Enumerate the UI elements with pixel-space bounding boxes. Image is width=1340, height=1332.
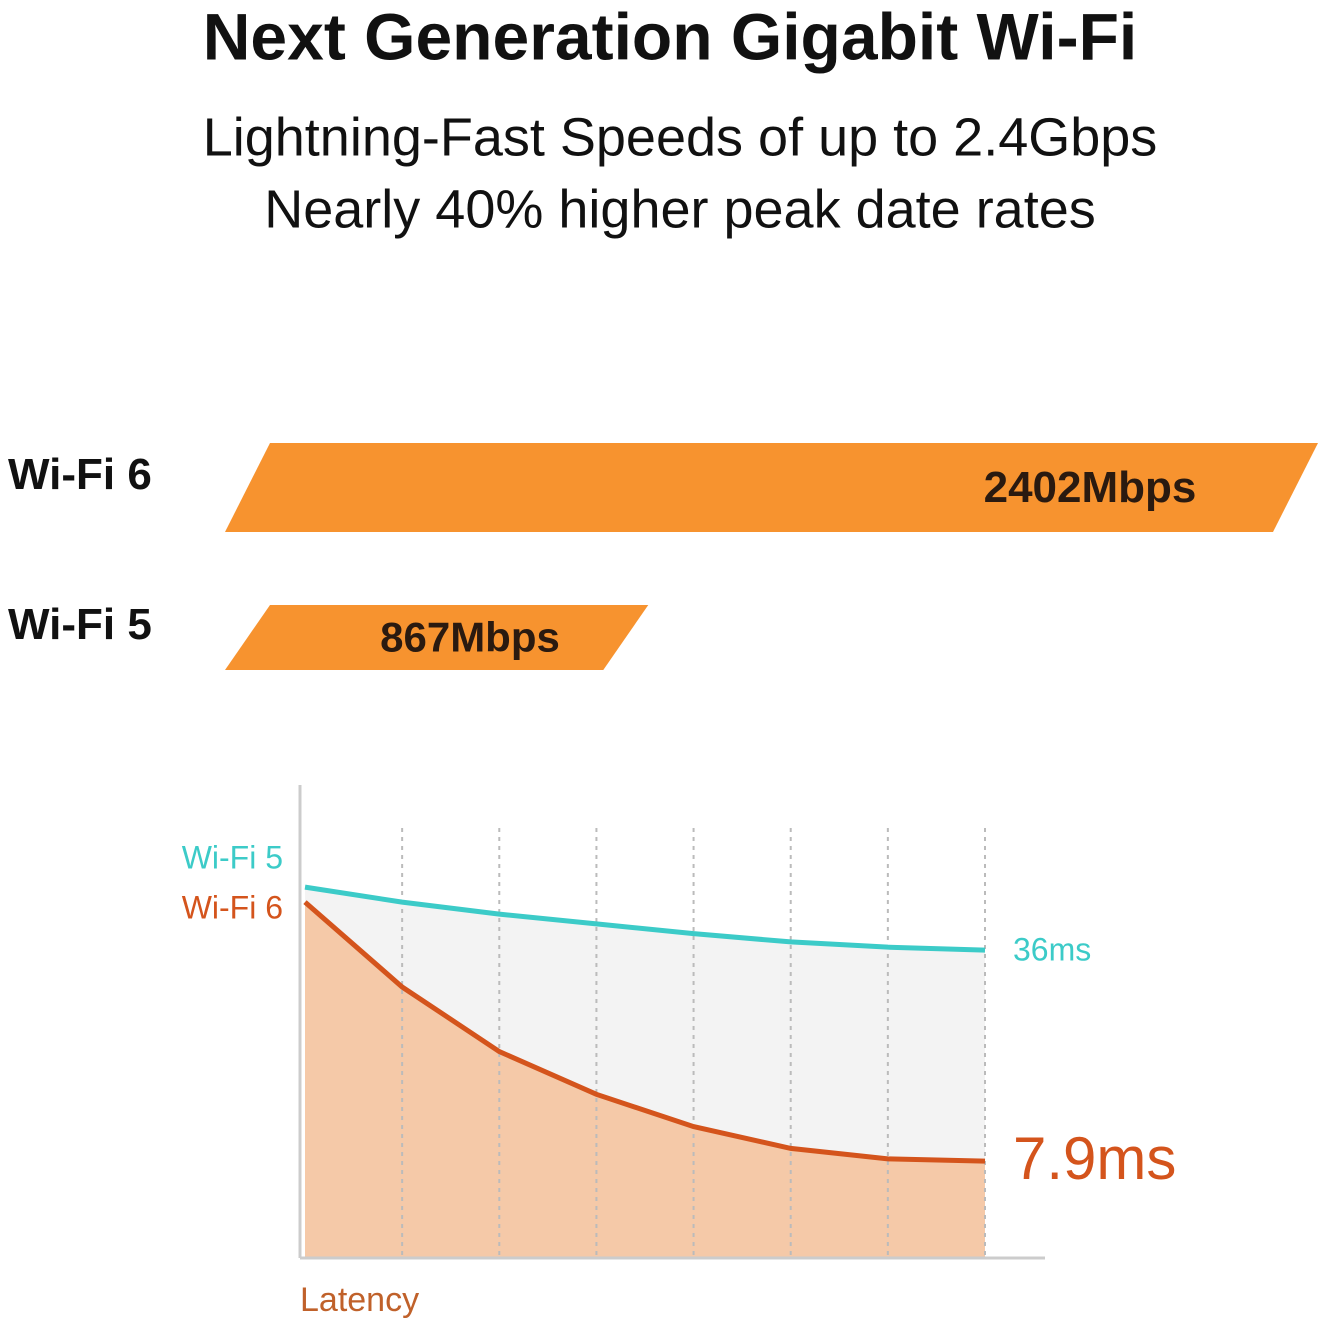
subtitle: Nearly 40% higher peak date rates: [264, 179, 1096, 239]
x-axis-label: Latency: [300, 1281, 419, 1319]
bar: [225, 605, 649, 670]
legend-label: Wi-Fi 5: [182, 839, 283, 875]
value-label: 2402Mbps: [984, 463, 1197, 512]
value-label: 867Mbps: [380, 614, 560, 661]
category-label: Wi-Fi 5: [8, 600, 152, 649]
subtitle: Lightning-Fast Speeds of up to 2.4Gbps: [203, 107, 1158, 167]
legend-label: Wi-Fi 6: [182, 889, 283, 925]
value-label: 36ms: [1013, 932, 1091, 968]
value-label: 7.9ms: [1013, 1125, 1176, 1192]
category-label: Wi-Fi 6: [8, 450, 152, 499]
gap-area: [305, 887, 985, 1162]
line: [303, 900, 986, 1164]
title: Next Generation Gigabit Wi-Fi: [203, 0, 1137, 73]
area: [305, 902, 985, 1258]
line: [304, 884, 986, 953]
bar: [225, 443, 1318, 532]
